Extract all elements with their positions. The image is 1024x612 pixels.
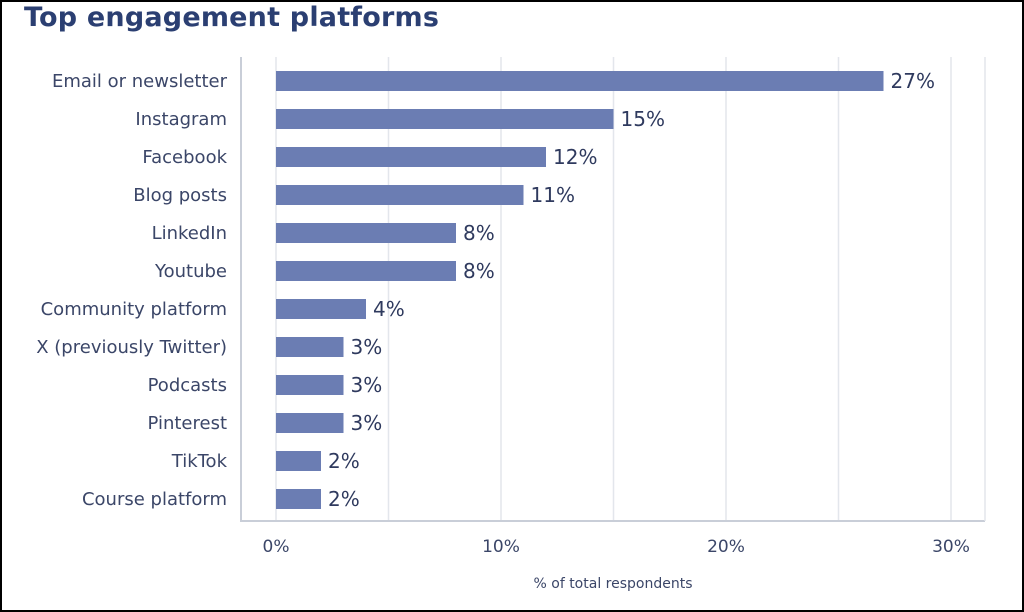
bar — [276, 109, 614, 129]
bar — [276, 299, 366, 319]
value-label: 12% — [553, 145, 597, 169]
value-label: 2% — [328, 487, 360, 511]
value-label: 2% — [328, 449, 360, 473]
bar — [276, 185, 524, 205]
value-label: 27% — [891, 69, 935, 93]
bar — [276, 147, 546, 167]
x-tick-label: 0% — [263, 537, 290, 557]
category-label: Podcasts — [148, 375, 227, 396]
value-label: 3% — [351, 411, 383, 435]
value-label: 11% — [531, 183, 575, 207]
category-label: TikTok — [171, 451, 228, 472]
bar — [276, 261, 456, 281]
category-label: Email or newsletter — [52, 71, 228, 92]
category-label: Instagram — [135, 109, 227, 130]
bar — [276, 413, 344, 433]
value-label: 3% — [351, 335, 383, 359]
category-label: Blog posts — [133, 185, 227, 206]
value-label: 15% — [621, 107, 665, 131]
bar — [276, 71, 884, 91]
category-label: Pinterest — [147, 413, 227, 434]
x-tick-label: 30% — [932, 537, 970, 557]
value-label: 8% — [463, 221, 495, 245]
bar — [276, 489, 321, 509]
category-label: Facebook — [142, 147, 227, 168]
x-tick-label: 10% — [482, 537, 520, 557]
category-label: Course platform — [82, 489, 227, 510]
bar — [276, 375, 344, 395]
chart-title: Top engagement platforms — [24, 2, 440, 33]
bar — [276, 451, 321, 471]
category-label: LinkedIn — [152, 223, 227, 244]
bar — [276, 337, 344, 357]
x-tick-label: 20% — [707, 537, 745, 557]
value-label: 4% — [373, 297, 405, 321]
category-label: Community platform — [41, 299, 227, 320]
category-label: X (previously Twitter) — [36, 337, 227, 358]
value-label: 8% — [463, 259, 495, 283]
value-label: 3% — [351, 373, 383, 397]
category-label: Youtube — [154, 261, 227, 282]
bar — [276, 223, 456, 243]
x-axis-title: % of total respondents — [534, 576, 693, 592]
